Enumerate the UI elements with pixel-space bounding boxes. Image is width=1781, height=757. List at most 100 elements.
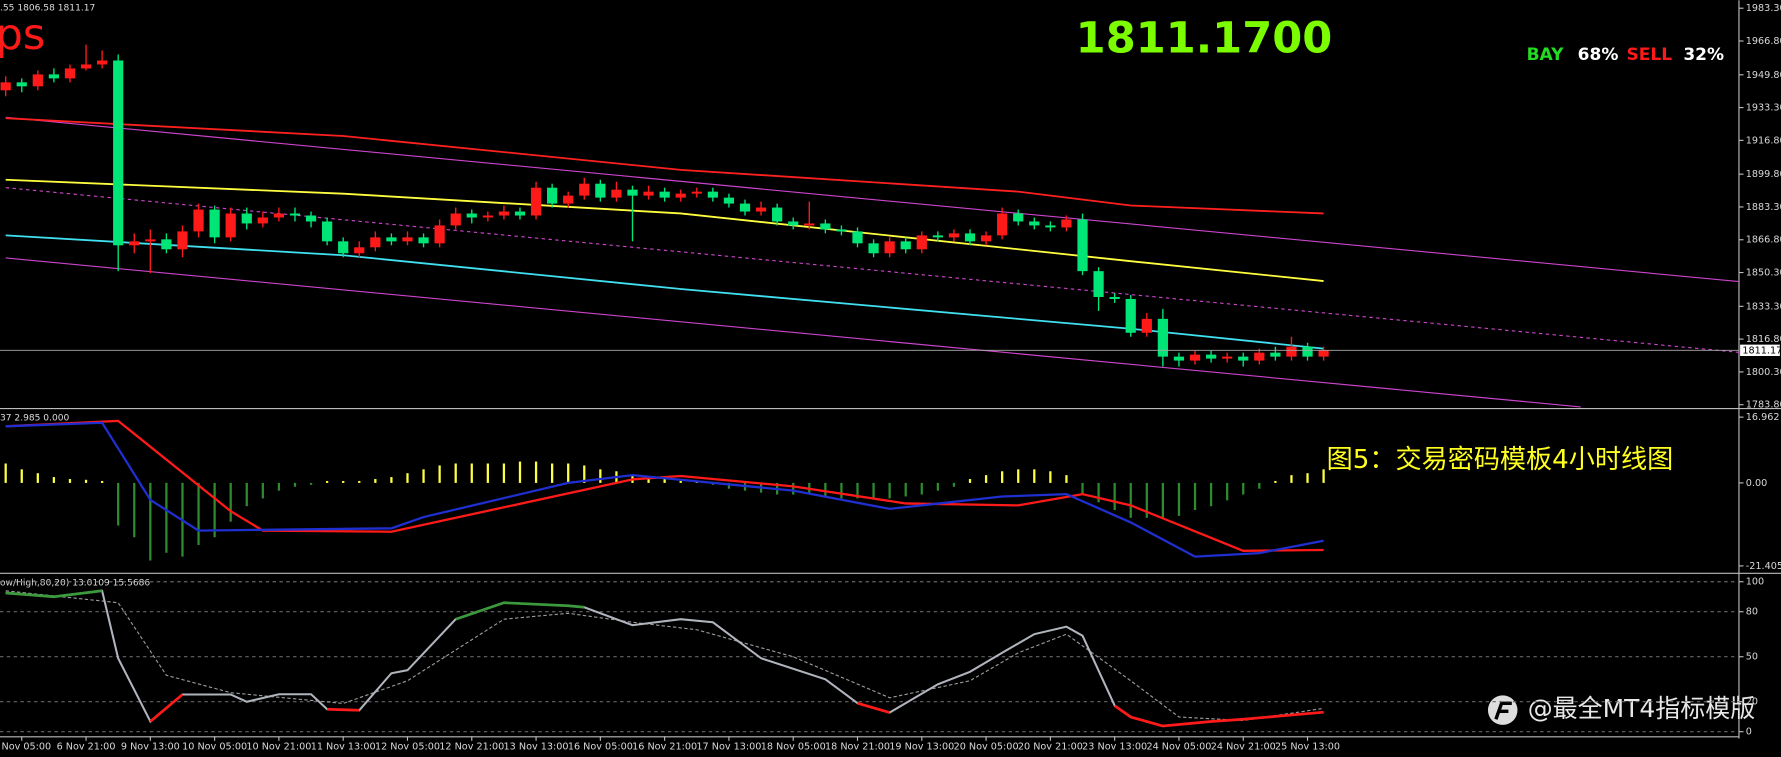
current-price-label: 1811.17 [1742,345,1781,356]
signal-line [5,590,1324,722]
main-line-zone [5,591,55,599]
candle-body [530,187,542,216]
x-tick-label: 17 Nov 13:00 [696,742,761,753]
candle-body [418,237,429,244]
candle-body [964,233,976,242]
x-tick-label: 5 Nov 05:00 [0,742,51,753]
candle-body [595,183,606,198]
candle-body [1173,356,1185,361]
x-tick-label: 11 Nov 13:00 [311,742,376,753]
main-line-zone [1210,717,1244,723]
candle-body [0,82,11,91]
x-tick-label: 20 Nov 21:00 [1018,742,1083,753]
main-line-zone [503,601,569,608]
main-line-zone [857,701,891,714]
candle-body [1302,346,1313,357]
candle-body [1205,354,1217,359]
candle-body [916,235,927,250]
watermark-logo-glyph [1494,701,1512,720]
candle-body [354,247,365,254]
y-tick-label: 50 [1746,652,1758,663]
price-display: 1811.1700 [1076,14,1333,64]
main-line-zone [1162,720,1212,728]
y-tick-label: 1783.80 [1746,400,1781,411]
y-tick-label: 80 [1746,607,1758,618]
candle-body [241,213,252,224]
stochastic-info: ow/High,80,20) 13.0109 15.5686 [0,578,150,588]
candle-body [659,191,670,198]
candle-body [1254,352,1265,361]
main-line-zone [455,601,505,621]
candle-body [370,237,381,248]
candle-body [627,189,638,196]
candle-body [1270,352,1281,357]
candle-body [611,189,622,198]
candle-body [482,215,493,218]
ohlc-info: .55 1806.58 1811.17 [0,4,95,14]
oscillator-line [5,421,1324,558]
candle-body [450,213,461,226]
candle-body [948,233,960,238]
y-tick-label: 1916.80 [1746,135,1781,146]
x-tick-label: 24 Nov 05:00 [1146,742,1211,753]
candle-body [804,223,815,226]
candle-body [868,243,879,254]
candle-body [1077,219,1088,272]
candle-body [64,68,76,79]
main-line-zone [1243,710,1324,721]
candle-body [997,213,1008,236]
main-line-zone [568,604,585,609]
buy-percent: 68% [1578,45,1619,65]
sell-percent: 32% [1683,45,1724,65]
channel-line [5,116,1739,283]
candle-body [48,74,60,79]
candle-body [161,239,172,250]
band-line [5,178,1324,282]
candle-body [932,235,943,238]
y-tick-label: -21.405 [1746,561,1781,572]
channel-line [5,187,1739,353]
plot-area [0,44,1739,733]
y-tick-label: 100 [1746,577,1764,588]
y-tick-label: 1833.30 [1746,301,1781,312]
candle-body [338,241,349,254]
current-price-box [1740,344,1780,356]
candle-body [1045,225,1056,228]
x-tick-label: 19 Nov 13:00 [889,742,954,753]
band-line [5,117,1324,215]
candle-body [820,223,831,230]
candle-body [675,193,686,198]
x-tick-label: 12 Nov 21:00 [439,742,504,753]
x-tick-label: 18 Nov 05:00 [761,742,826,753]
y-tick-label: 1899.80 [1746,169,1781,180]
x-tick-label: 16 Nov 21:00 [632,742,697,753]
x-tick-label: 10 Nov 21:00 [246,742,311,753]
candle-body [852,231,863,244]
candle-body [80,64,92,69]
candle-body [579,183,590,196]
candle-body [1109,296,1120,299]
y-tick-label: 0 [1746,727,1752,738]
candle-body [1222,356,1233,359]
candle-body [563,195,574,204]
candle-body [1029,221,1040,226]
candle-body [434,225,445,244]
x-tick-label: 24 Nov 21:00 [1211,742,1276,753]
candle-body [32,74,43,87]
main-line-zone [327,707,360,712]
candle-body [739,203,751,212]
main-line-zone [1113,704,1132,719]
candle-body [225,213,236,238]
candle-body [193,209,204,232]
candle-body [177,231,188,250]
candle-body [643,191,654,196]
main-line-zone [1130,715,1164,728]
candle-body [498,211,510,216]
candle-body [1141,318,1152,333]
oscillator-info: 37 2.985 0.000 [0,414,70,424]
candle-body [547,187,558,204]
y-tick-label: 1883.30 [1746,202,1781,213]
y-tick-label: 1800.30 [1746,367,1781,378]
